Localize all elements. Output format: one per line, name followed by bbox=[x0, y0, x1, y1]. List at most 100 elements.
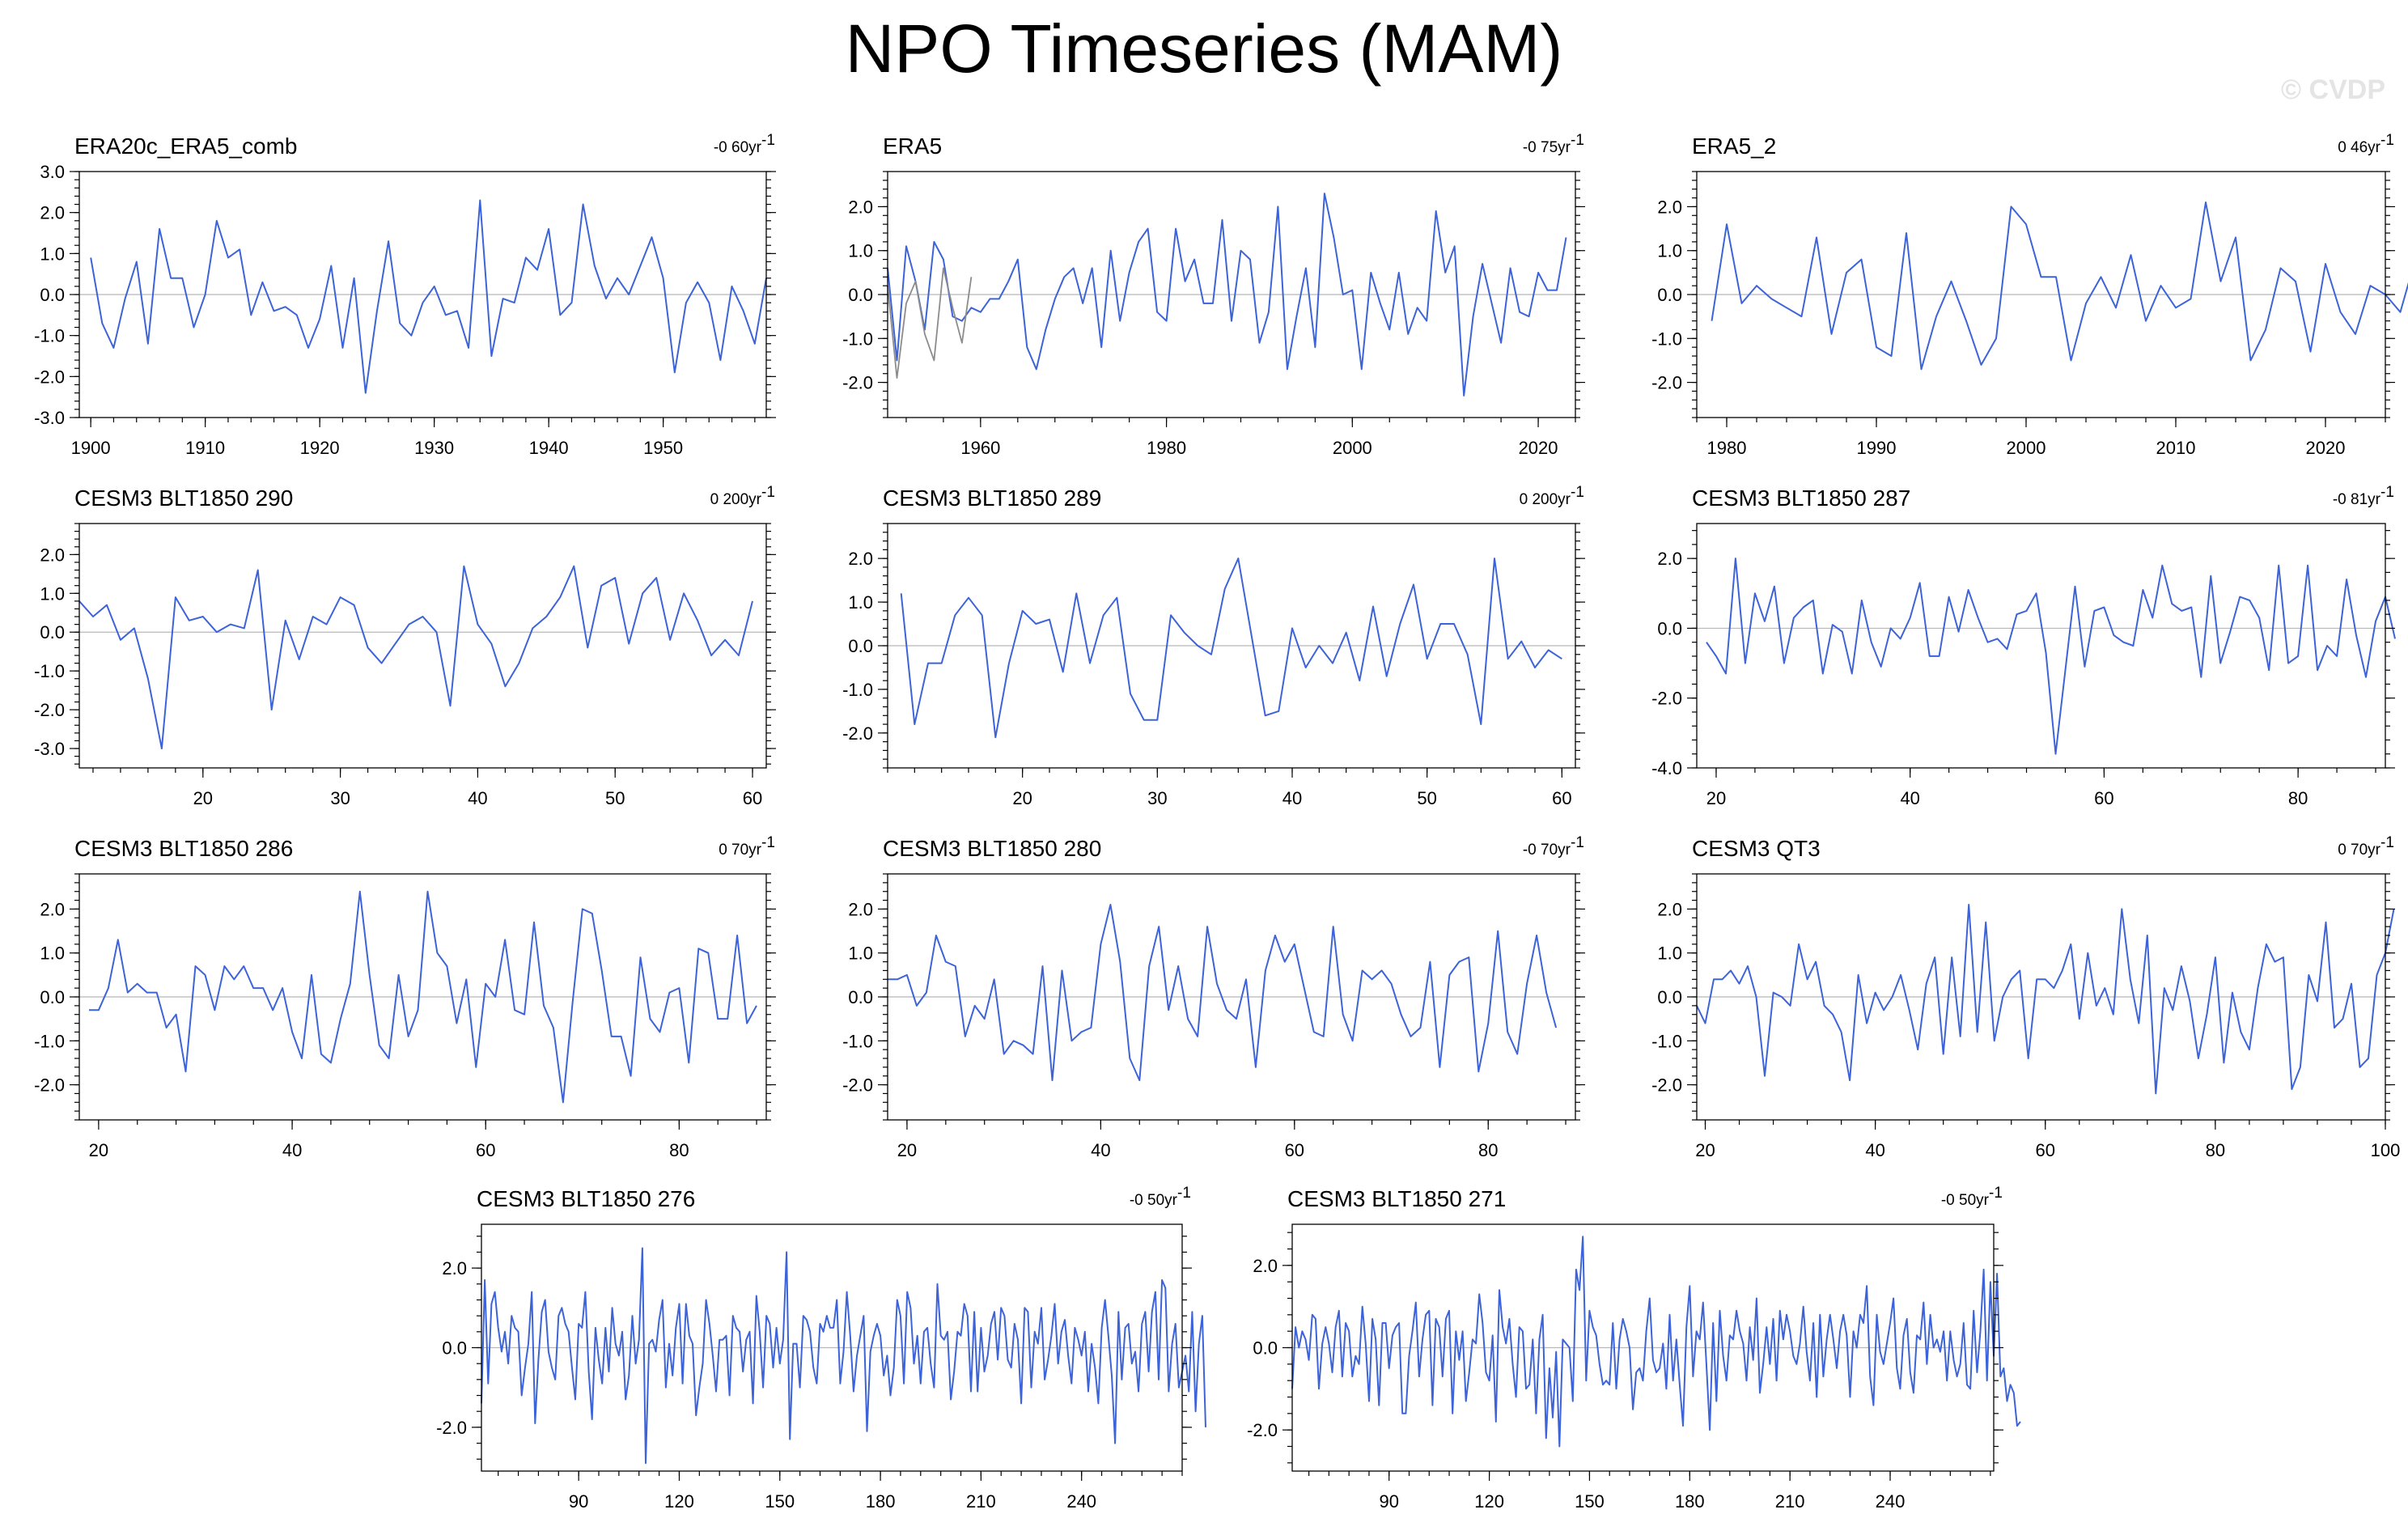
y-tick-label: -3.0 bbox=[34, 408, 65, 428]
x-tick-label: 100 bbox=[2371, 1140, 2401, 1160]
secondary-series-line bbox=[887, 267, 973, 380]
y-tick-label: 1.0 bbox=[1657, 241, 1682, 261]
y-tick-label: 1.0 bbox=[848, 943, 873, 964]
x-tick-label: 30 bbox=[1147, 788, 1167, 808]
trend-exponent: -1 bbox=[761, 834, 775, 851]
x-tick-label: 1920 bbox=[300, 438, 340, 458]
plot-frame bbox=[78, 523, 767, 769]
y-tick-label: 0.0 bbox=[40, 987, 65, 1007]
panel-title: CESM3 BLT1850 286 bbox=[74, 836, 293, 861]
y-tick-label: 0.0 bbox=[848, 285, 873, 305]
panel-title: ERA20c_ERA5_comb bbox=[74, 134, 297, 159]
y-tick-label: 1.0 bbox=[1657, 943, 1682, 964]
series-line bbox=[1291, 1236, 2021, 1448]
panel-title: ERA5_2 bbox=[1692, 134, 1776, 159]
y-tick-label: -3.0 bbox=[34, 739, 65, 759]
x-tick-label: 90 bbox=[569, 1491, 588, 1512]
y-tick-label: -2.0 bbox=[842, 1075, 873, 1096]
y-tick-label: 0.0 bbox=[848, 636, 873, 656]
x-tick-label: 20 bbox=[193, 788, 213, 808]
y-tick-label: -2.0 bbox=[34, 700, 65, 720]
panel-title: CESM3 BLT1850 289 bbox=[883, 486, 1101, 511]
trend-exponent: -1 bbox=[1571, 484, 1584, 501]
y-tick-label: 0.0 bbox=[40, 622, 65, 642]
series-line bbox=[1711, 201, 2408, 371]
x-tick-label: 240 bbox=[1876, 1491, 1906, 1512]
panel-9: -2.0 -1.0 0.0 1.0 2.0 20 40 60 80 100 CESM3 QT3 0 7… bbox=[1651, 834, 2400, 1160]
x-tick-label: 120 bbox=[664, 1491, 694, 1512]
x-tick-label: 40 bbox=[282, 1140, 302, 1160]
y-tick-label: 1.0 bbox=[40, 943, 65, 964]
x-tick-label: 1960 bbox=[960, 438, 1000, 458]
x-tick-label: 60 bbox=[2036, 1140, 2055, 1160]
x-tick-label: 180 bbox=[1675, 1491, 1705, 1512]
y-tick-label: -2.0 bbox=[34, 367, 65, 387]
y-tick-label: -1.0 bbox=[842, 680, 873, 700]
x-tick-label: 1990 bbox=[1857, 438, 1897, 458]
series-line bbox=[900, 558, 1562, 739]
panel-4: -3.0 -2.0 -1.0 0.0 1.0 2.0 20 30 40 50 60 CESM3 BLT… bbox=[34, 484, 776, 808]
series-line bbox=[1706, 558, 2396, 755]
trend-label: -0 50yr bbox=[1941, 1192, 1990, 1209]
x-tick-label: 20 bbox=[1706, 788, 1726, 808]
y-tick-label: -1.0 bbox=[1651, 1031, 1682, 1051]
x-tick-label: 60 bbox=[1285, 1140, 1304, 1160]
y-tick-label: 2.0 bbox=[40, 899, 65, 919]
y-tick-label: 3.0 bbox=[40, 162, 65, 182]
y-tick-label: -2.0 bbox=[1651, 373, 1682, 393]
y-tick-label: 0.0 bbox=[1657, 285, 1682, 305]
y-tick-label: -4.0 bbox=[1651, 758, 1682, 778]
trend-label: -0 70yr bbox=[1523, 842, 1571, 859]
x-tick-label: 40 bbox=[468, 788, 487, 808]
x-tick-label: 180 bbox=[866, 1491, 896, 1512]
series-line bbox=[90, 199, 767, 394]
panel-2: -2.0 -1.0 0.0 1.0 2.0 1960 1980 2000 2020 ERA5 -0 … bbox=[842, 132, 1585, 458]
y-tick-label: -1.0 bbox=[34, 326, 65, 346]
series-line bbox=[887, 193, 1567, 396]
trend-label: 0 200yr bbox=[710, 491, 762, 508]
y-tick-label: 1.0 bbox=[40, 244, 65, 264]
x-tick-label: 40 bbox=[1900, 788, 1919, 808]
y-tick-label: 1.0 bbox=[848, 241, 873, 261]
y-tick-label: 2.0 bbox=[1657, 197, 1682, 217]
series-line bbox=[481, 1247, 1206, 1465]
panel-title: CESM3 BLT1850 271 bbox=[1287, 1186, 1506, 1211]
panel-title: CESM3 BLT1850 290 bbox=[74, 486, 293, 511]
x-tick-label: 20 bbox=[897, 1140, 917, 1160]
trend-label: -0 75yr bbox=[1523, 139, 1571, 156]
plot-frame bbox=[1696, 523, 2386, 769]
y-tick-label: -1.0 bbox=[1651, 329, 1682, 349]
x-tick-label: 60 bbox=[1552, 788, 1571, 808]
x-tick-label: 1980 bbox=[1707, 438, 1747, 458]
x-tick-label: 30 bbox=[330, 788, 350, 808]
y-tick-label: 0.0 bbox=[1253, 1338, 1278, 1359]
series-line bbox=[89, 890, 757, 1104]
y-tick-label: -2.0 bbox=[842, 373, 873, 393]
panel-1: -3.0 -2.0 -1.0 0.0 1.0 2.0 3.0 1900 1910 1920 1930… bbox=[34, 132, 776, 458]
y-tick-label: -2.0 bbox=[1651, 1075, 1682, 1096]
panel-title: CESM3 BLT1850 287 bbox=[1692, 486, 1910, 511]
y-tick-label: 2.0 bbox=[1657, 549, 1682, 569]
x-tick-label: 1930 bbox=[414, 438, 454, 458]
x-tick-label: 50 bbox=[1417, 788, 1436, 808]
trend-exponent: -1 bbox=[1571, 132, 1584, 149]
y-tick-label: 0.0 bbox=[1657, 987, 1682, 1007]
panel-title: CESM3 BLT1850 280 bbox=[883, 836, 1101, 861]
x-tick-label: 1900 bbox=[71, 438, 111, 458]
y-tick-label: -2.0 bbox=[436, 1418, 467, 1438]
y-tick-label: -2.0 bbox=[34, 1075, 65, 1096]
x-tick-label: 40 bbox=[1865, 1140, 1884, 1160]
panel-5: -2.0 -1.0 0.0 1.0 2.0 20 30 40 50 60 CESM3 BLT1850… bbox=[842, 484, 1585, 808]
x-tick-label: 1980 bbox=[1147, 438, 1186, 458]
y-tick-label: -1.0 bbox=[842, 1031, 873, 1051]
trend-exponent: -1 bbox=[2380, 132, 2394, 149]
x-tick-label: 2020 bbox=[2306, 438, 2346, 458]
x-tick-label: 210 bbox=[1775, 1491, 1805, 1512]
trend-exponent: -1 bbox=[1571, 834, 1584, 851]
trend-exponent: -1 bbox=[761, 484, 775, 501]
x-tick-label: 150 bbox=[765, 1491, 795, 1512]
panel-title: CESM3 BLT1850 276 bbox=[477, 1186, 695, 1211]
panel-11: -2.0 0.0 2.0 90 120 150 180 210 240 CESM3 BLT1850… bbox=[1247, 1185, 2021, 1512]
y-tick-label: 2.0 bbox=[40, 203, 65, 223]
x-tick-label: 60 bbox=[476, 1140, 495, 1160]
